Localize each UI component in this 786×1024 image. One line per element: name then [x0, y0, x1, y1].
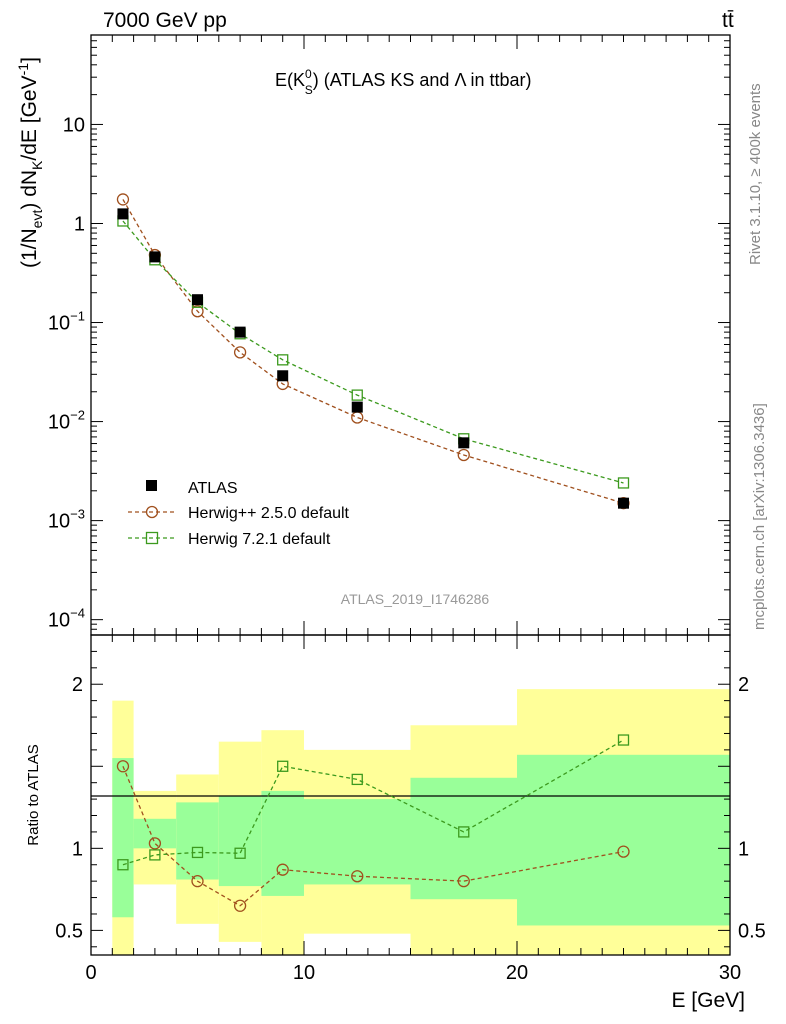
ratio-y-tick-label-right: 2 [738, 674, 749, 696]
main-y-tick-label: 10 [63, 114, 85, 136]
ratio-herwig7-point [277, 760, 289, 772]
ratio-herwigpp-point [351, 870, 364, 883]
mcplots-label: mcplots.cern.ch [arXiv:1306.3436] [751, 403, 768, 630]
ratio-herwig7-point [191, 846, 204, 859]
main-atlas-point [277, 370, 289, 382]
ratio-x-tick-label: 10 [293, 962, 315, 984]
ratio-herwigpp-point [191, 875, 204, 888]
legend-marker-atlas [146, 480, 157, 491]
ylabel-c: /dE [GeV [18, 75, 41, 160]
title-base: E(K [275, 70, 305, 90]
main-herwigpp-line [122, 199, 624, 504]
main-atlas-point [117, 208, 129, 220]
title-rest: ) (ATLAS KS and Λ in ttbar) [313, 70, 532, 90]
ratio-y-tick-label-right: 1 [738, 838, 749, 860]
ylabel-a-sub: evt [29, 210, 45, 229]
ylabel-b-sub: K [29, 160, 45, 170]
x-axis-label: E [GeV] [671, 989, 745, 1012]
uncertainty-band-green [218, 795, 262, 887]
ratio-x-tick-label: 20 [506, 962, 528, 984]
main-herwig7-point [351, 389, 363, 401]
uncertainty-band-green [410, 777, 517, 900]
ratio-herwig7-point [458, 826, 470, 838]
rivet-label: Rivet 3.1.10, ≥ 400k events [747, 83, 764, 265]
main-herwigpp-point [351, 411, 364, 424]
main-y-tick-label: 10−4 [48, 606, 85, 632]
ylabel-b: ) dN [18, 170, 41, 210]
main-y-tick-label: 10−1 [48, 309, 85, 335]
main-herwig7-line [122, 220, 624, 484]
ratio-herwigpp-line [122, 766, 624, 907]
uncertainty-band-green [133, 818, 177, 849]
main-herwigpp-point [116, 193, 130, 206]
ratio-herwigpp-point [148, 837, 162, 850]
ratio-herwig7-point [234, 847, 246, 859]
main-y-tick-label: 10−2 [48, 408, 85, 434]
main-y-axis-label: (1/Nevt) dNK/dE [GeV-1] [15, 57, 45, 268]
title-sup: 0 [305, 67, 312, 81]
uncertainty-band-green [517, 754, 730, 926]
main-atlas-point [618, 497, 629, 509]
main-atlas-point [458, 437, 470, 449]
ylabel-d: ] [18, 57, 41, 63]
uncertainty-band-green [112, 758, 134, 918]
main-atlas-point [351, 401, 363, 413]
legend: ATLAS Herwig++ 2.5.0 default Herwig 7.2.… [128, 480, 350, 548]
ratio-herwig7-point [351, 773, 363, 786]
ratio-herwig7-point [149, 849, 161, 861]
legend-label-herwig7: Herwig 7.2.1 default [188, 531, 331, 548]
main-atlas-point [234, 326, 246, 338]
ratio-panel: 0.5 0.5 1 1 2 2 0 10 20 30 Ratio to ATLAS E [GeV… [25, 634, 766, 1012]
ratio-y-tick-label-right: 0.5 [738, 920, 766, 942]
ylabel-a: (1/N [18, 228, 41, 268]
ratio-y-tick-label: 0.5 [55, 920, 83, 942]
main-herwigpp-point [191, 305, 204, 318]
process-label: tt̄ [722, 9, 734, 32]
title-sub: S [305, 83, 313, 97]
uncertainty-band-green [304, 799, 411, 885]
ratio-y-tick-label: 1 [72, 838, 83, 860]
main-panel: 10 1 10−1 10−2 10−3 10−4 E(K0 S) (ATLAS KS and… [15, 34, 731, 636]
legend-label-atlas: ATLAS [188, 480, 238, 497]
main-y-tick-label: 1 [74, 213, 85, 235]
ratio-herwigpp-point [116, 760, 130, 773]
main-herwig7-point [277, 354, 289, 366]
ylabel-c-sup: -1 [15, 63, 31, 76]
ratio-herwigpp-point [233, 899, 247, 912]
uncertainty-band-green [261, 790, 304, 896]
ratio-herwigpp-point [617, 845, 630, 858]
main-herwigpp-point [457, 448, 470, 462]
ratio-y-axis-label: Ratio to ATLAS [25, 744, 42, 845]
legend-label-herwigpp: Herwig++ 2.5.0 default [188, 505, 350, 522]
main-atlas-point [192, 294, 203, 306]
ratio-herwig7-point [117, 859, 129, 871]
ratio-y-tick-label: 2 [72, 674, 83, 696]
main-atlas-point [149, 251, 161, 263]
ratio-herwigpp-point [457, 875, 470, 888]
ratio-herwig7-point [617, 734, 630, 746]
main-herwig7-point [617, 477, 630, 489]
ratio-herwigpp-point [276, 863, 289, 876]
ratio-x-tick-label: 0 [85, 962, 96, 984]
ratio-x-tick-label: 30 [719, 962, 741, 984]
legend-marker-herwig7 [145, 531, 159, 545]
analysis-watermark: ATLAS_2019_I1746286 [341, 591, 490, 607]
main-herwigpp-point [233, 346, 247, 359]
main-y-tick-label: 10−3 [48, 507, 85, 533]
main-frame [90, 34, 731, 636]
chart-title: E(K0 S) (ATLAS KS and Λ in ttbar) [275, 67, 532, 97]
uncertainty-band-green [176, 802, 219, 880]
legend-marker-herwigpp [145, 505, 159, 519]
energy-label: 7000 GeV pp [103, 9, 227, 32]
